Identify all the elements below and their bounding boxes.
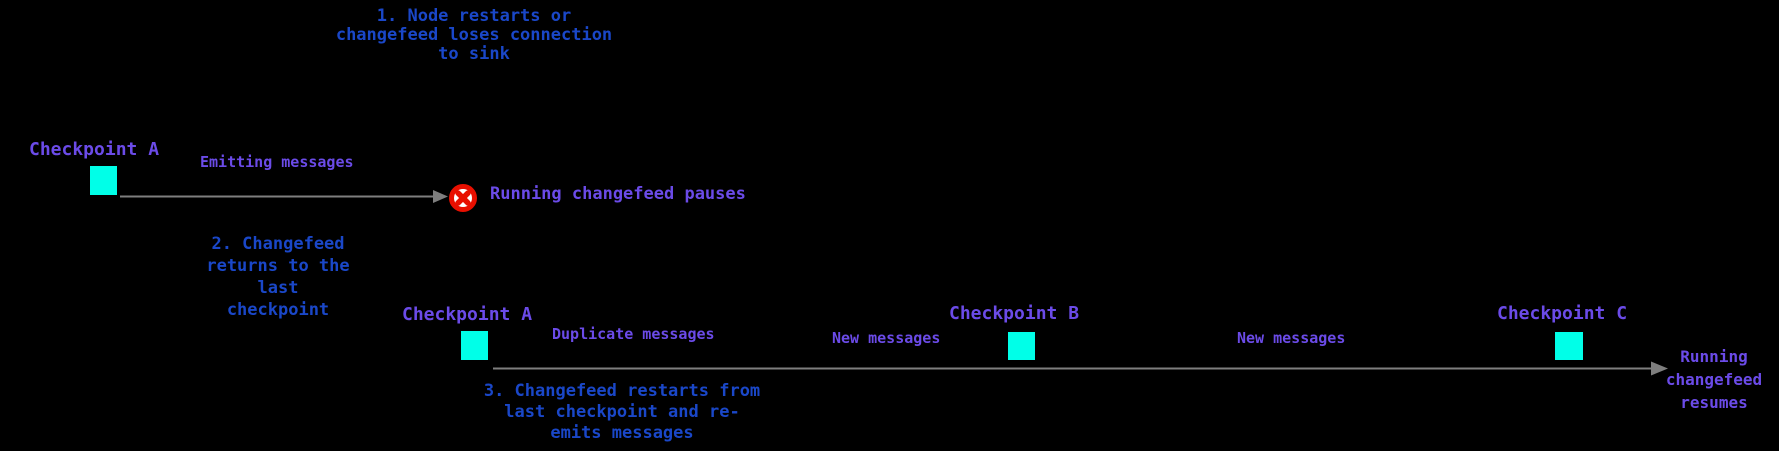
checkpoint-a-label: Checkpoint A bbox=[29, 139, 160, 160]
step-3-note: 3. Changefeed restarts from last checkpo… bbox=[483, 381, 761, 443]
new-messages-label-2: New messages bbox=[1237, 329, 1346, 347]
running-changefeed-resumes-label: Running changefeed resumes bbox=[1665, 347, 1763, 412]
resume-arrow-head bbox=[1651, 361, 1668, 376]
step-1-note: 1. Node restarts or changefeed loses con… bbox=[335, 6, 613, 64]
checkpoint-a-marker bbox=[90, 166, 117, 195]
step-2-note: 2. Changefeed returns to the last checkp… bbox=[206, 234, 350, 320]
checkpoint-b-marker bbox=[1008, 332, 1035, 360]
checkpoint-c-marker bbox=[1555, 332, 1583, 360]
checkpoint-c-label: Checkpoint C bbox=[1497, 303, 1628, 324]
emitting-messages-label: Emitting messages bbox=[200, 153, 354, 171]
checkpoint-a-resume-marker bbox=[461, 331, 488, 360]
changefeed-paused-icon bbox=[449, 184, 477, 212]
running-changefeed-pauses-label: Running changefeed pauses bbox=[490, 184, 746, 204]
checkpoint-b-label: Checkpoint B bbox=[949, 303, 1080, 324]
duplicate-messages-label: Duplicate messages bbox=[552, 325, 715, 343]
checkpoint-a-resume-label: Checkpoint A bbox=[402, 304, 533, 325]
emitting-arrow-head bbox=[433, 190, 448, 203]
new-messages-label-1: New messages bbox=[832, 329, 941, 347]
